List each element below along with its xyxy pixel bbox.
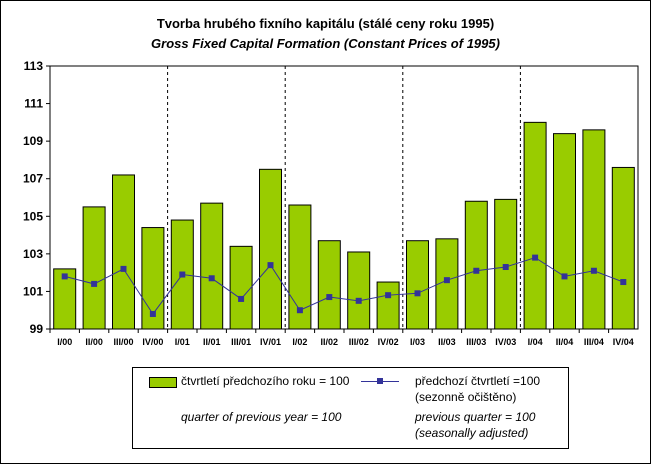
y-tick-label: 109	[23, 134, 43, 148]
bar	[464, 200, 488, 330]
x-tick-label: I/00	[57, 337, 72, 347]
y-tick-label: 101	[23, 284, 43, 298]
x-tick-label: I/04	[528, 337, 543, 347]
legend-line-label-en: previous quarter = 100	[415, 410, 536, 424]
x-tick-label: II/01	[203, 337, 221, 347]
x-axis: I/00 II/00 III/00 IV/00 I/01 II/01 III/01 IV/01…	[49, 329, 634, 347]
bar	[611, 166, 635, 330]
series-line	[64, 257, 624, 315]
bar	[523, 121, 547, 330]
bar	[406, 240, 429, 330]
y-tick-label: 103	[23, 247, 43, 261]
x-tick-label: IV/01	[260, 337, 281, 347]
bar	[347, 251, 371, 330]
line-point	[61, 273, 68, 280]
line-point	[620, 279, 627, 286]
x-tick-label: II/02	[321, 337, 339, 347]
line-point	[561, 273, 568, 280]
bar	[141, 227, 165, 330]
bar	[259, 168, 282, 330]
bar	[317, 240, 341, 330]
bar	[376, 281, 400, 330]
plot-area	[49, 65, 639, 330]
line-point	[238, 295, 245, 302]
x-tick-label: IV/00	[142, 337, 163, 347]
line-point	[532, 254, 539, 261]
chart-subtitle: Gross Fixed Capital Formation (Constant …	[151, 36, 500, 51]
bar	[582, 129, 606, 330]
bar	[435, 238, 459, 330]
line-point	[502, 264, 509, 271]
chart-title: Tvorba hrubého fixního kapitálu (stálé c…	[156, 16, 495, 31]
line-point	[296, 307, 303, 314]
legend-line-label-en-2: (seasonally adjusted)	[415, 426, 529, 440]
line-point	[473, 267, 480, 274]
x-tick-label: IV/04	[613, 337, 634, 347]
x-tick-label: III/01	[231, 337, 251, 347]
bar-series	[53, 121, 635, 330]
legend-line-marker	[377, 378, 383, 384]
x-tick-label: II/03	[438, 337, 456, 347]
legend: čtvrtletí předchozího roku = 100 předcho…	[132, 367, 569, 449]
x-tick-label: III/03	[466, 337, 486, 347]
x-tick-label: I/01	[175, 337, 190, 347]
bar	[112, 174, 135, 330]
line-point	[149, 310, 156, 317]
line-point	[208, 275, 215, 282]
legend-bar-label-en: quarter of previous year = 100	[181, 410, 342, 424]
line-point	[267, 262, 274, 269]
y-tick-label: 111	[24, 97, 43, 111]
line-point	[355, 297, 362, 304]
bar	[82, 206, 106, 330]
y-tick-label: 107	[23, 172, 43, 186]
line-point	[590, 267, 597, 274]
legend-line-label: předchozí čtvrtletí =100	[415, 374, 541, 388]
x-tick-label: III/04	[584, 337, 604, 347]
line-point	[385, 292, 392, 299]
x-tick-label: I/03	[410, 337, 425, 347]
bar	[553, 133, 576, 330]
legend-line-label-2: (sezonně očištěno)	[415, 390, 517, 404]
x-tick-label: IV/03	[495, 337, 516, 347]
bar	[229, 245, 253, 330]
y-tick-label: 105	[23, 209, 43, 223]
grid-lines	[167, 66, 521, 329]
bar	[288, 204, 312, 330]
x-tick-label: III/00	[113, 337, 133, 347]
x-tick-label: II/04	[556, 337, 574, 347]
line-point	[414, 290, 421, 297]
legend-bar-swatch	[149, 377, 177, 388]
bar	[53, 268, 77, 330]
y-tick-label: 113	[24, 59, 44, 73]
x-tick-label: I/02	[292, 337, 307, 347]
x-tick-label: II/00	[85, 337, 103, 347]
line-series	[61, 254, 627, 317]
y-tick-label: 99	[30, 322, 44, 336]
bar	[200, 202, 224, 330]
x-tick-label: III/02	[349, 337, 369, 347]
line-point	[91, 280, 98, 287]
line-point	[443, 277, 450, 284]
line-point	[326, 294, 333, 301]
line-point	[179, 271, 186, 278]
legend-bar-label: čtvrtletí předchozího roku = 100	[181, 374, 350, 388]
x-tick-label: IV/02	[378, 337, 399, 347]
line-point	[120, 265, 127, 272]
y-axis: 99 101 103 105 107 109 111 113	[23, 59, 50, 336]
